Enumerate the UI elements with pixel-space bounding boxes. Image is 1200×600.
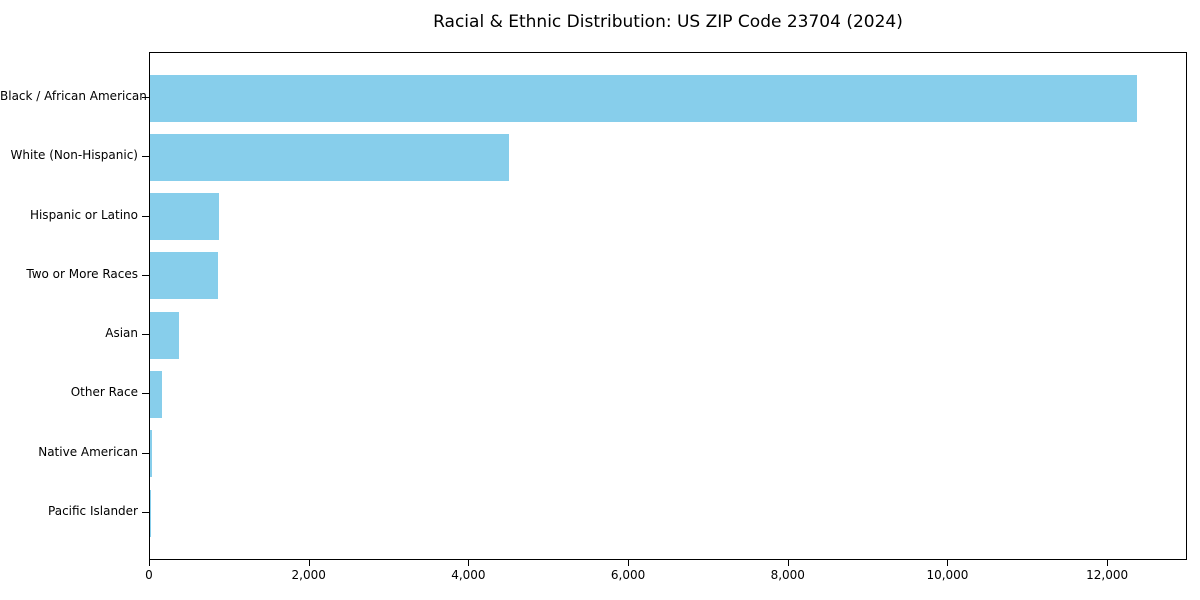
- x-tick-label: 12,000: [1086, 568, 1129, 582]
- y-tick-label: Other Race: [70, 385, 138, 400]
- y-tick-label: Pacific Islander: [48, 504, 138, 518]
- y-tick-mark: [142, 215, 149, 217]
- bar-native-american: [150, 430, 152, 478]
- y-tick-mark: [142, 334, 149, 336]
- plot-area: [149, 52, 1187, 560]
- bar-hispanic-or-latino: [150, 193, 219, 241]
- x-tick-mark: [149, 560, 150, 566]
- x-tick-label: 8,000: [770, 568, 805, 582]
- bar-white-non-hispanic: [150, 133, 509, 181]
- y-tick-mark: [142, 97, 149, 98]
- y-tick-label: Black / African American: [0, 89, 147, 103]
- x-tick-mark: [628, 560, 630, 566]
- x-tick-mark: [1107, 560, 1109, 566]
- x-tick-label: 2,000: [291, 568, 326, 582]
- y-tick-label: Native American: [38, 444, 138, 459]
- y-tick-mark: [142, 393, 149, 395]
- bar-asian: [150, 311, 179, 359]
- x-tick-mark: [787, 560, 789, 566]
- y-tick-mark: [142, 274, 149, 276]
- y-tick-mark: [142, 512, 149, 513]
- y-tick-mark: [142, 156, 149, 158]
- x-tick-mark: [468, 560, 470, 566]
- x-tick-label: 4,000: [451, 568, 486, 582]
- x-tick-label: 6,000: [610, 568, 646, 582]
- bar-black-african-american: [150, 74, 1137, 122]
- bar-two-or-more-races: [150, 252, 218, 300]
- y-tick-label: Asian: [105, 326, 138, 341]
- y-tick-label: Hispanic or Latino: [29, 207, 138, 222]
- chart-title: Racial & Ethnic Distribution: US ZIP Cod…: [433, 12, 903, 32]
- y-tick-label: White (Non-Hispanic): [10, 148, 138, 163]
- x-tick-mark: [947, 560, 949, 566]
- x-tick-mark: [308, 560, 310, 566]
- x-tick-label: 0: [145, 568, 153, 582]
- y-tick-mark: [142, 452, 149, 454]
- x-tick-label: 10,000: [926, 568, 969, 582]
- y-tick-label: Two or More Races: [26, 266, 138, 281]
- bar-other-race: [150, 370, 162, 418]
